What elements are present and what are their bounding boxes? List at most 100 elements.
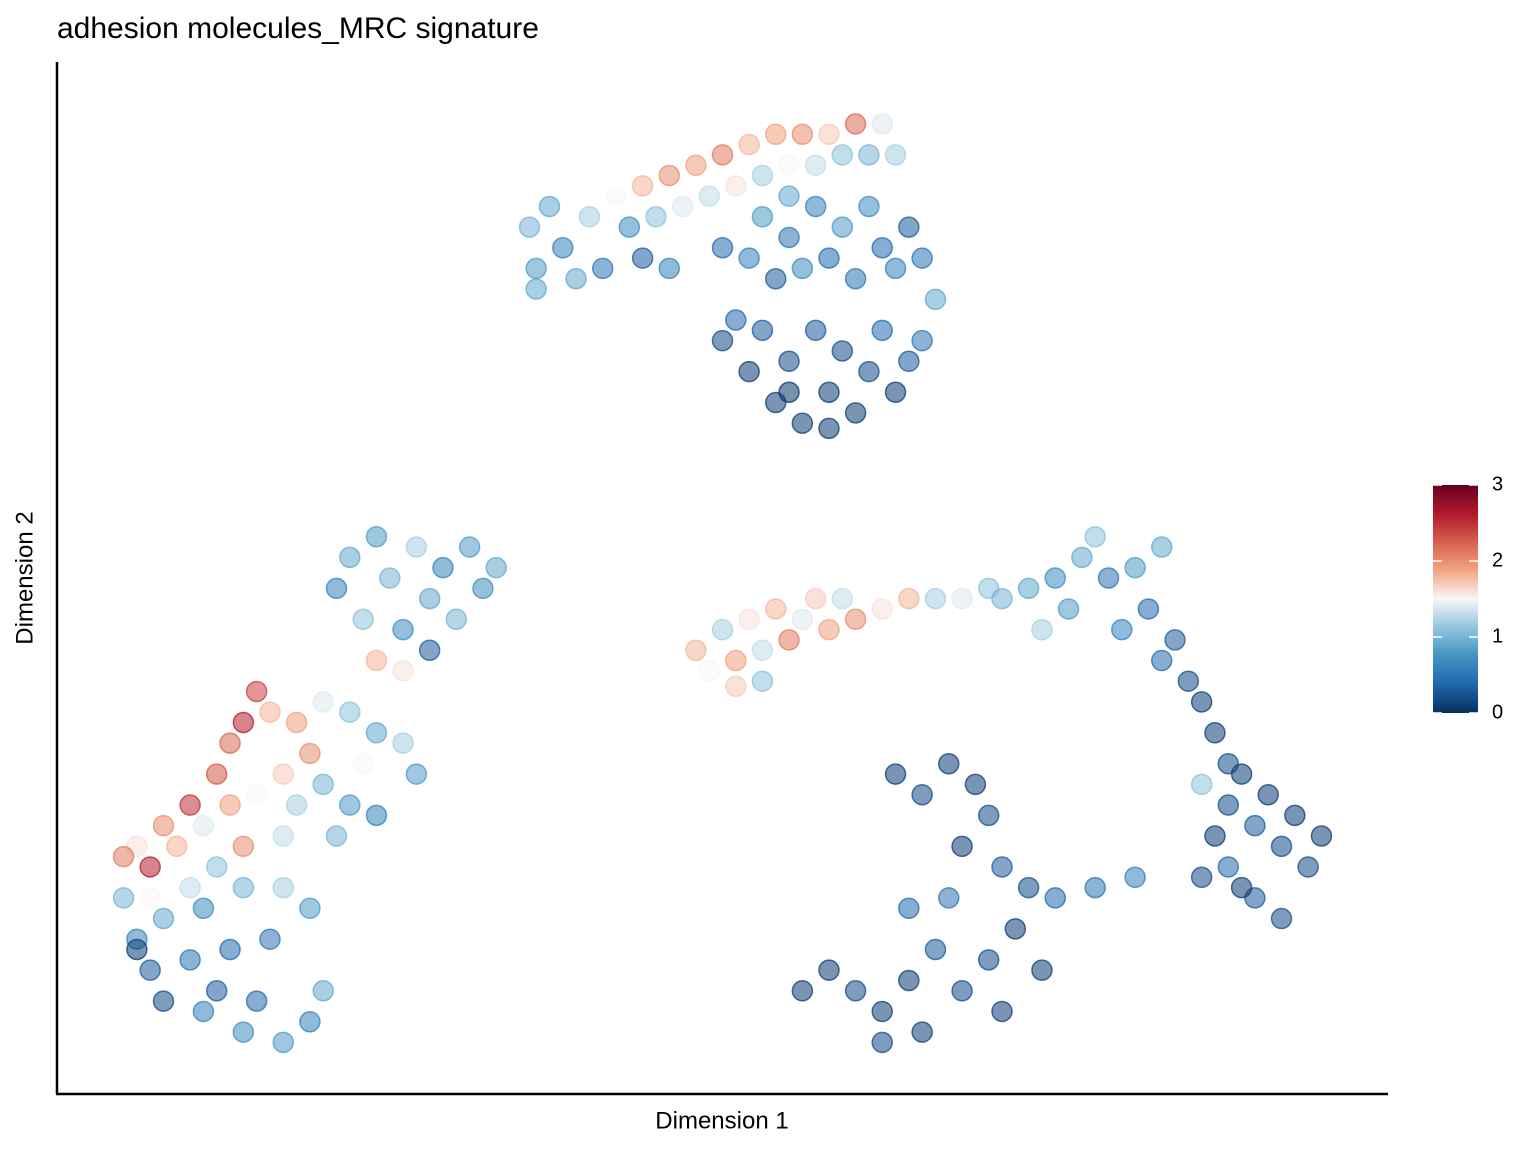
point xyxy=(1244,814,1266,837)
point xyxy=(791,608,814,631)
point xyxy=(831,216,854,238)
point xyxy=(977,949,1000,971)
point xyxy=(818,618,840,641)
point xyxy=(392,660,414,682)
point xyxy=(112,887,135,909)
point xyxy=(738,360,760,383)
point xyxy=(725,675,747,698)
point xyxy=(299,742,321,765)
point xyxy=(1004,918,1027,940)
point xyxy=(1284,804,1306,827)
point xyxy=(991,587,1013,610)
point xyxy=(232,711,255,734)
point xyxy=(1230,763,1253,785)
point xyxy=(445,608,468,631)
point xyxy=(219,794,241,816)
point xyxy=(458,536,481,558)
point xyxy=(804,154,827,176)
point xyxy=(1097,567,1120,589)
point xyxy=(232,1021,255,1043)
point xyxy=(645,206,667,228)
point xyxy=(764,267,787,290)
colorbar-tick-label: 1 xyxy=(1492,625,1503,647)
point xyxy=(259,928,281,950)
point xyxy=(565,267,587,290)
point xyxy=(818,123,840,145)
point xyxy=(844,402,867,424)
colorbar-tick-label: 0 xyxy=(1492,701,1503,723)
point xyxy=(1150,649,1173,672)
point xyxy=(1257,783,1279,806)
point xyxy=(1190,866,1213,889)
point xyxy=(738,608,760,631)
point xyxy=(711,144,734,166)
point xyxy=(924,288,947,311)
point xyxy=(711,329,734,352)
point xyxy=(871,237,893,259)
point xyxy=(405,536,428,558)
point xyxy=(1190,691,1213,713)
point xyxy=(938,887,960,909)
point xyxy=(166,835,188,858)
point xyxy=(778,629,800,651)
point xyxy=(259,701,281,723)
point xyxy=(631,247,654,269)
point xyxy=(804,587,827,610)
point xyxy=(738,247,760,269)
point xyxy=(778,154,800,176)
point xyxy=(778,185,800,207)
point xyxy=(751,164,774,187)
point xyxy=(698,185,720,207)
point xyxy=(1177,670,1200,692)
point xyxy=(299,897,321,919)
point xyxy=(139,856,161,878)
point xyxy=(552,237,574,259)
point xyxy=(751,639,774,661)
point xyxy=(1124,556,1146,579)
point xyxy=(1071,546,1093,569)
point xyxy=(272,825,295,847)
point xyxy=(658,164,681,187)
point xyxy=(352,753,374,775)
point xyxy=(871,1000,893,1023)
point xyxy=(725,309,747,331)
point xyxy=(618,216,641,238)
point xyxy=(312,691,334,713)
point xyxy=(152,990,175,1012)
point xyxy=(392,732,414,754)
point xyxy=(671,195,694,218)
point xyxy=(418,587,441,610)
point xyxy=(898,897,920,919)
y-axis-label: Dimension 2 xyxy=(11,511,38,644)
point xyxy=(272,763,295,785)
point xyxy=(938,753,960,775)
point xyxy=(911,1021,933,1043)
points xyxy=(112,113,1333,1054)
point xyxy=(232,835,255,858)
point xyxy=(844,267,867,290)
point xyxy=(764,123,787,145)
colorbar xyxy=(1433,485,1478,713)
point xyxy=(791,123,814,145)
point xyxy=(924,587,947,610)
point xyxy=(884,257,907,280)
point xyxy=(605,185,627,207)
point xyxy=(844,608,867,631)
point xyxy=(898,350,920,373)
point xyxy=(884,381,907,403)
point xyxy=(685,154,707,176)
point xyxy=(352,608,374,631)
point xyxy=(418,639,441,661)
point xyxy=(205,763,228,785)
point xyxy=(977,804,1000,827)
point xyxy=(1164,629,1186,651)
point xyxy=(1017,577,1040,600)
point xyxy=(871,319,893,342)
point xyxy=(911,783,933,806)
x-axis-label: Dimension 1 xyxy=(655,1107,788,1134)
point xyxy=(472,577,494,600)
colorbar-tick-label: 2 xyxy=(1492,549,1503,571)
point xyxy=(152,907,175,930)
point xyxy=(1031,618,1053,641)
point xyxy=(538,195,561,218)
